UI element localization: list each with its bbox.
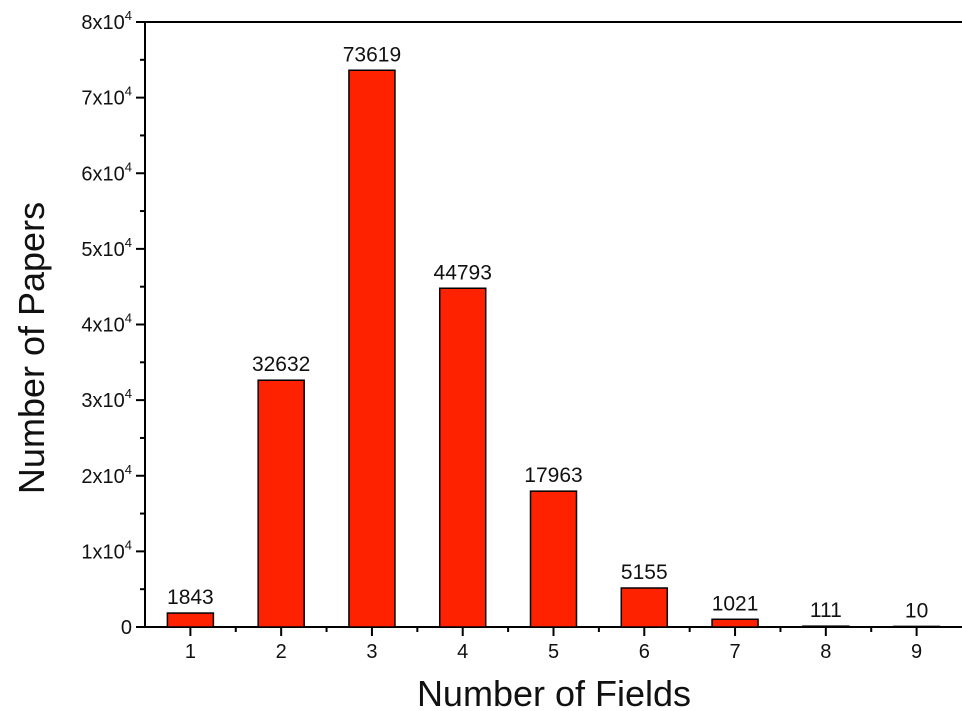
y-tick-exponent: 4	[125, 8, 132, 23]
y-tick-exponent: 4	[125, 159, 132, 174]
bar	[711, 618, 759, 628]
bar-data-label: 44793	[434, 261, 492, 284]
bar-data-label: 73619	[343, 43, 401, 66]
x-tick-label: 9	[911, 641, 922, 663]
y-tick-exponent: 4	[125, 235, 132, 250]
y-tick-label: 3x104	[81, 386, 132, 412]
x-tick-label: 4	[457, 641, 468, 663]
x-tick-label: 7	[729, 641, 740, 663]
x-tick-label: 6	[639, 641, 650, 663]
y-tick-label: 1x104	[81, 537, 132, 563]
x-tick-label: 3	[366, 641, 377, 663]
bar-data-label: 1021	[712, 592, 759, 615]
bar	[529, 490, 578, 628]
y-tick-exponent: 4	[125, 311, 132, 326]
y-axis-title: Number of Papers	[11, 202, 52, 494]
bar	[257, 379, 305, 628]
bar-data-label: 10	[905, 599, 928, 622]
bar	[166, 612, 215, 628]
plot-area: 0 1x104 2x104 3x104 4x104 5x104 6x104 7x104 8x10…	[81, 8, 962, 663]
y-tick-label: 0	[121, 617, 132, 639]
y-tick-label: 7x104	[81, 84, 132, 110]
bar-data-label: 17963	[524, 464, 582, 487]
y-tick-label: 8x104	[81, 8, 132, 34]
bar-data-label: 32632	[252, 353, 310, 376]
x-axis-title: Number of Fields	[417, 673, 691, 711]
bar-data-label: 1843	[167, 586, 214, 609]
x-tick-label: 5	[548, 641, 559, 663]
bar	[620, 587, 669, 628]
y-tick-exponent: 4	[125, 84, 132, 99]
y-tick-exponent: 4	[125, 462, 132, 477]
bar-data-label: 5155	[621, 561, 668, 584]
y-tick-exponent: 4	[125, 386, 132, 401]
x-tick-label: 2	[276, 641, 287, 663]
y-tick-exponent: 4	[125, 537, 132, 552]
bar	[892, 625, 941, 628]
bar	[802, 625, 850, 628]
y-tick-label: 6x104	[81, 159, 132, 185]
bar	[438, 287, 487, 628]
x-tick-label: 8	[820, 641, 831, 663]
y-tick-label: 5x104	[81, 235, 132, 261]
y-tick-label: 2x104	[81, 462, 132, 488]
bar	[348, 69, 396, 628]
x-tick-label: 1	[185, 641, 196, 663]
y-tick-label: 4x104	[81, 311, 132, 337]
bar-data-label: 111	[810, 599, 842, 622]
